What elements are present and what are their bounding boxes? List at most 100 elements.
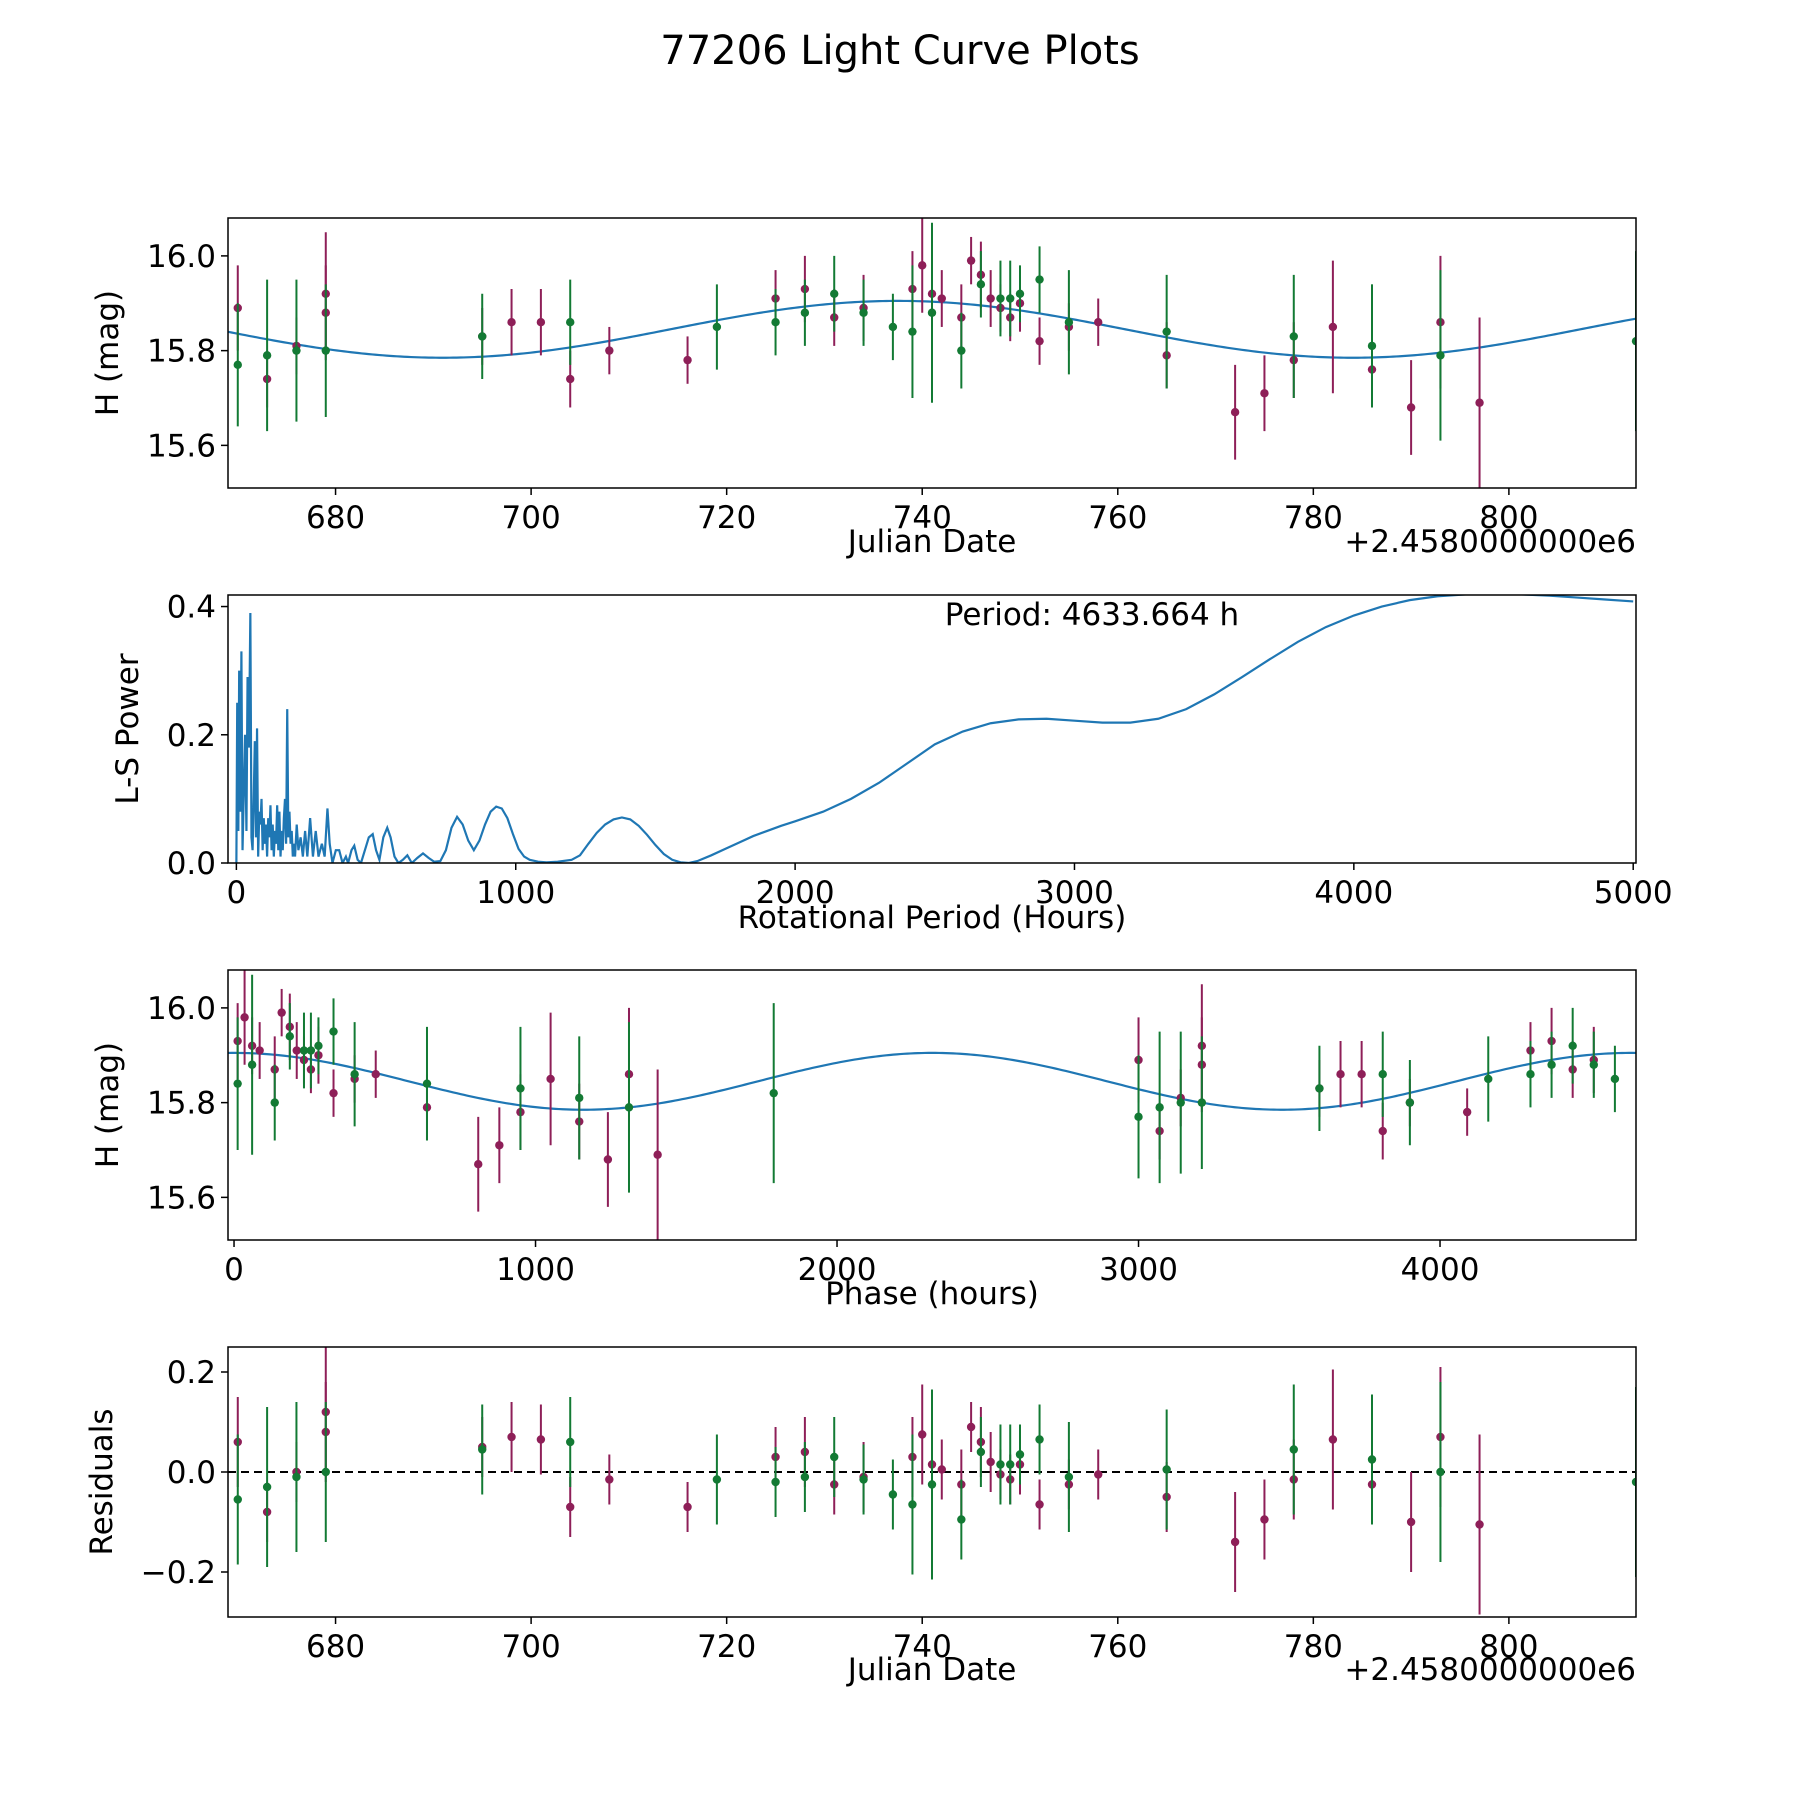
panel-residuals: 680 700 720 740 760 780 800 −0.2 0.0 0.2 Julian Da… [84,1346,1637,1688]
x-tick-label: 1000 [496,1252,575,1288]
data-point [507,318,516,327]
data-point [1015,289,1025,298]
data-point [712,1475,722,1484]
data-point [859,308,868,317]
axes-frame [227,969,1637,1241]
data-point [966,256,976,265]
data-point [255,1046,264,1055]
data-point [566,374,575,384]
data-point [1197,1098,1207,1107]
x-tick-label: 720 [697,1629,756,1665]
data-point [536,318,546,327]
data-point [1631,336,1636,346]
x-tick-label: 5000 [1594,875,1673,911]
data-point [771,1477,780,1487]
data-point [1568,1041,1577,1050]
y-tick-label: 16.0 [147,991,216,1027]
data-point [1475,1520,1484,1529]
model-fit-line [228,1051,1636,1111]
data-point [624,1103,634,1112]
y-tick-label: 0.0 [167,846,216,882]
data-point [292,1046,301,1055]
data-point [1406,403,1416,412]
data-point [1367,1455,1377,1464]
data-point [712,322,722,332]
panel-phased: 0 1000 2000 3000 4000 15.6 15.8 16.0 Phase (hour… [90,969,1637,1312]
data-point [966,1422,976,1432]
x-tick-label: 1000 [476,875,555,911]
data-point [277,1008,286,1017]
data-point [233,1079,242,1088]
data-point [495,1141,504,1150]
data-point [474,1160,483,1169]
data-point [329,1027,338,1036]
y-tick-label: 15.6 [147,428,216,464]
x-tick-label: 720 [697,500,756,536]
figure-title: 77206 Light Curve Plots [660,28,1140,74]
x-tick-label: 2000 [756,875,835,911]
data-point [1230,408,1240,417]
y-tick-label: 16.0 [147,239,216,275]
data-point [1328,1435,1338,1444]
x-tick-label: 2000 [798,1252,877,1288]
x-tick-label: 700 [502,1629,561,1665]
x-axis-label: Rotational Period (Hours) [738,900,1127,936]
x-tick-label: 680 [306,500,365,536]
data-point [683,355,692,365]
data-point [575,1093,584,1103]
data-point [1289,332,1298,341]
data-point [986,294,995,303]
data-point [957,1515,966,1524]
data-point [1064,1472,1074,1482]
x-tick-label: 740 [893,500,952,536]
data-point [1176,1098,1185,1107]
data-point [566,1502,575,1512]
data-point [247,1060,257,1069]
data-point [1162,327,1171,336]
data-point [1378,1070,1387,1079]
data-point [996,1460,1005,1469]
y-axis-label: L-S Power [110,653,146,804]
y-axis-label: Residuals [84,1408,120,1555]
data-point [1378,1126,1387,1136]
y-tick-label: 15.6 [147,1180,216,1216]
x-axis-label: Julian Date [846,524,1017,560]
data-point [1064,318,1074,327]
data-point [1094,1470,1103,1479]
panel-lightcurve: 680 700 720 740 760 780 800 15.6 15.8 16.0 Julian … [90,217,1637,560]
x-axis-label: Phase (hours) [825,1276,1039,1312]
data-point [1610,1074,1620,1084]
y-tick-label: 15.8 [147,1086,216,1122]
data-point [771,318,780,327]
data-point [478,1445,487,1454]
data-point [683,1502,692,1512]
data-point [927,1480,937,1489]
data-point [1406,1517,1416,1527]
data-point [908,1500,917,1509]
data-point [1162,1465,1171,1474]
x-tick-label: 740 [893,1629,952,1665]
data-point [605,1475,614,1484]
plot-area-periodogram [235,595,1634,863]
y-tick-label: 0.2 [167,718,216,754]
data-point [1547,1060,1556,1069]
data-point [986,1457,995,1467]
x-offset-label: +2.4580000000e6 [1344,1652,1636,1688]
periodogram-line [235,595,1634,863]
data-point [769,1088,778,1098]
data-point [1015,1450,1025,1459]
data-point [908,327,917,336]
data-point [859,1475,868,1484]
data-point [976,280,986,289]
data-point [1230,1537,1240,1547]
x-tick-label: 680 [306,1629,365,1665]
data-point [1357,1070,1366,1079]
data-point [800,1472,810,1482]
data-point [1006,294,1015,303]
data-point [653,1150,662,1159]
y-axis-label: H (mag) [90,1042,126,1168]
x-tick-label: 800 [1479,500,1538,536]
x-tick-label: 760 [1088,1629,1147,1665]
data-point [1289,1445,1298,1454]
